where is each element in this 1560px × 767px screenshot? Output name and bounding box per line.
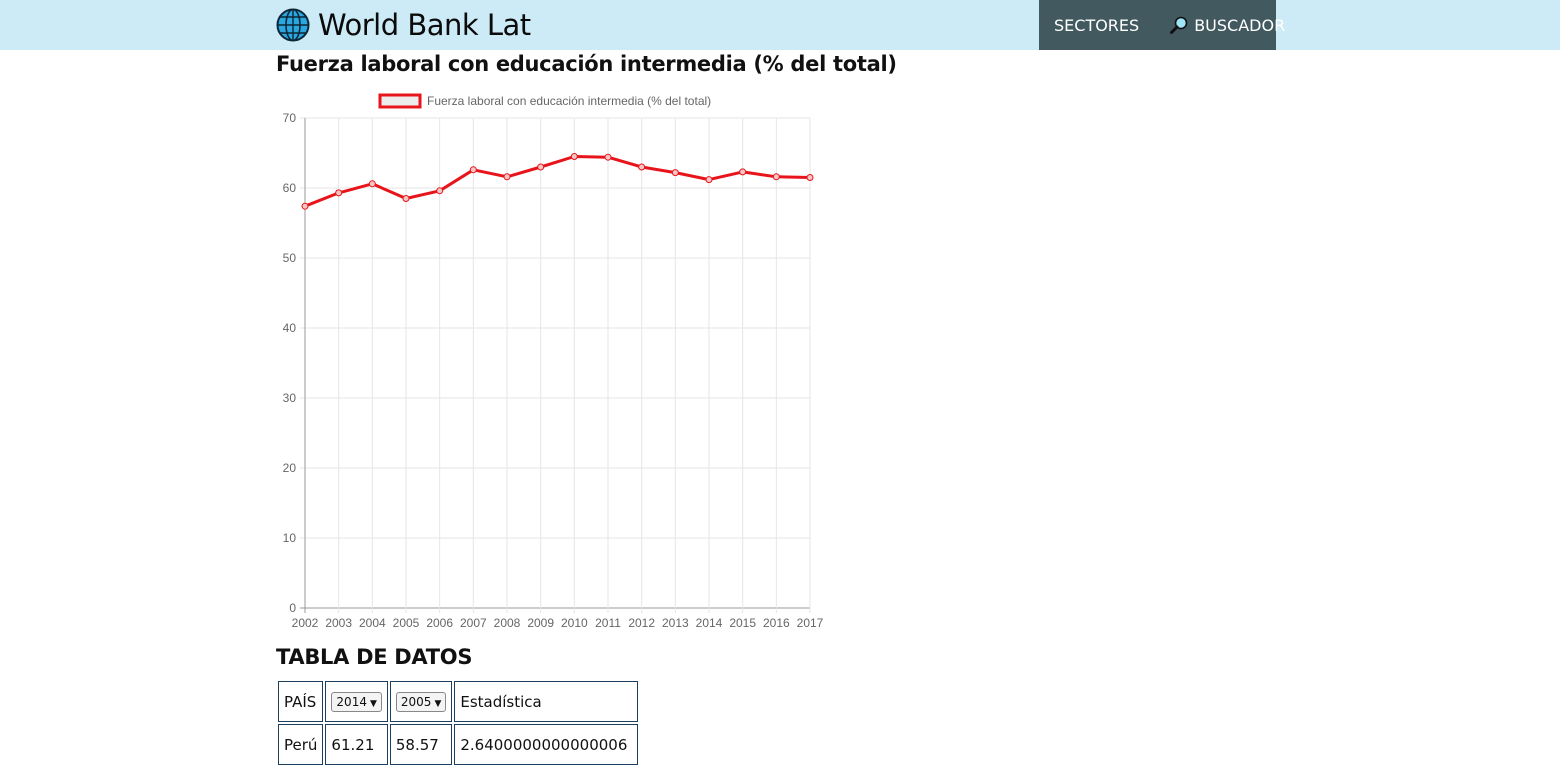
table-title: TABLA DE DATOS bbox=[276, 645, 473, 669]
cell-year1: 61.21 bbox=[325, 724, 388, 765]
year2-cell: 2005 ▼ bbox=[389, 681, 453, 722]
data-point bbox=[638, 163, 646, 171]
main-nav: SECTORES BUSCADOR bbox=[1039, 0, 1285, 50]
data-point bbox=[503, 173, 511, 181]
data-point bbox=[806, 174, 814, 181]
x-tick-label: 2009 bbox=[527, 616, 554, 630]
search-icon bbox=[1170, 16, 1188, 34]
data-point bbox=[705, 176, 713, 184]
nav-buscador-label: BUSCADOR bbox=[1194, 15, 1286, 35]
x-tick-label: 2017 bbox=[797, 616, 824, 630]
x-tick-label: 2008 bbox=[494, 616, 521, 630]
chart-grid bbox=[300, 117, 811, 613]
data-point bbox=[436, 187, 444, 195]
year2-select-value: 2005 bbox=[400, 694, 432, 709]
x-tick-label: 2012 bbox=[628, 616, 655, 630]
data-point bbox=[402, 195, 410, 202]
y-tick-label: 10 bbox=[283, 531, 297, 545]
table-header-row: PAÍS 2014 ▼ 2005 ▼ Estadística bbox=[278, 681, 639, 722]
table-row: Perú 61.21 58.57 2.6400000000000006 bbox=[278, 724, 639, 765]
header-estadistica: Estadística bbox=[454, 681, 639, 722]
data-point bbox=[739, 168, 747, 176]
y-tick-label: 30 bbox=[283, 391, 297, 405]
line-chart: 0 10 20 30 40 50 60 70 2002 2003 2004 2005 2006 2007 2… bbox=[283, 93, 824, 630]
legend-label: Fuerza laboral con educación intermedia … bbox=[427, 94, 711, 108]
year1-cell: 2014 ▼ bbox=[325, 681, 388, 722]
globe-icon bbox=[276, 8, 310, 42]
chart-axes: 0 10 20 30 40 50 60 70 2002 2003 2004 2005 2006 2007 2… bbox=[283, 111, 824, 630]
y-tick-label: 0 bbox=[289, 601, 296, 615]
year1-select[interactable]: 2014 ▼ bbox=[331, 691, 382, 712]
data-point bbox=[335, 189, 343, 197]
data-point bbox=[772, 173, 780, 181]
series-line bbox=[304, 155, 811, 208]
data-point bbox=[671, 169, 679, 177]
y-tick-label: 20 bbox=[283, 461, 297, 475]
nav-sectores[interactable]: SECTORES bbox=[1054, 15, 1140, 35]
data-point bbox=[301, 202, 309, 210]
x-tick-label: 2014 bbox=[696, 616, 723, 630]
x-tick-label: 2005 bbox=[393, 616, 420, 630]
header-bar: World Bank Lat SECTORES BUSCADOR bbox=[0, 0, 1560, 50]
chart-series bbox=[301, 153, 814, 210]
data-point bbox=[604, 153, 612, 161]
cell-pais: Perú bbox=[278, 724, 324, 765]
x-tick-label: 2004 bbox=[359, 616, 386, 630]
x-tick-label: 2015 bbox=[729, 616, 756, 630]
year1-select-value: 2014 bbox=[336, 694, 367, 709]
data-point bbox=[368, 180, 376, 188]
x-tick-label: 2011 bbox=[595, 616, 621, 630]
legend-swatch bbox=[378, 93, 422, 109]
chart-legend: Fuerza laboral con educación intermedia … bbox=[378, 93, 711, 109]
y-tick-label: 50 bbox=[283, 251, 297, 265]
x-tick-label: 2016 bbox=[763, 616, 790, 630]
brand-name: World Bank Lat bbox=[318, 8, 531, 42]
data-table: PAÍS 2014 ▼ 2005 ▼ Estadística Perú 61.21 … bbox=[276, 679, 640, 767]
data-point bbox=[570, 153, 578, 160]
y-tick-label: 60 bbox=[283, 181, 297, 195]
x-tick-label: 2007 bbox=[460, 616, 487, 630]
x-tick-label: 2013 bbox=[662, 616, 689, 630]
data-point bbox=[469, 166, 477, 174]
cell-year2: 58.57 bbox=[389, 724, 453, 765]
brand[interactable]: World Bank Lat bbox=[276, 4, 531, 46]
x-tick-label: 2002 bbox=[292, 616, 319, 630]
y-tick-label: 40 bbox=[283, 321, 297, 335]
nav-buscador[interactable]: BUSCADOR bbox=[1169, 15, 1285, 35]
year1-chevron-down-icon: ▼ bbox=[369, 698, 377, 709]
x-tick-label: 2003 bbox=[325, 616, 352, 630]
x-tick-label: 2006 bbox=[426, 616, 453, 630]
data-point bbox=[537, 163, 545, 171]
year2-chevron-down-icon: ▼ bbox=[434, 698, 442, 709]
year2-select[interactable]: 2005 ▼ bbox=[395, 691, 447, 712]
page-title: Fuerza laboral con educación intermedia … bbox=[276, 52, 897, 76]
x-tick-label: 2010 bbox=[561, 616, 588, 630]
header-pais: PAÍS bbox=[278, 681, 324, 722]
y-tick-label: 70 bbox=[283, 111, 297, 125]
cell-estadistica: 2.6400000000000006 bbox=[454, 724, 639, 765]
